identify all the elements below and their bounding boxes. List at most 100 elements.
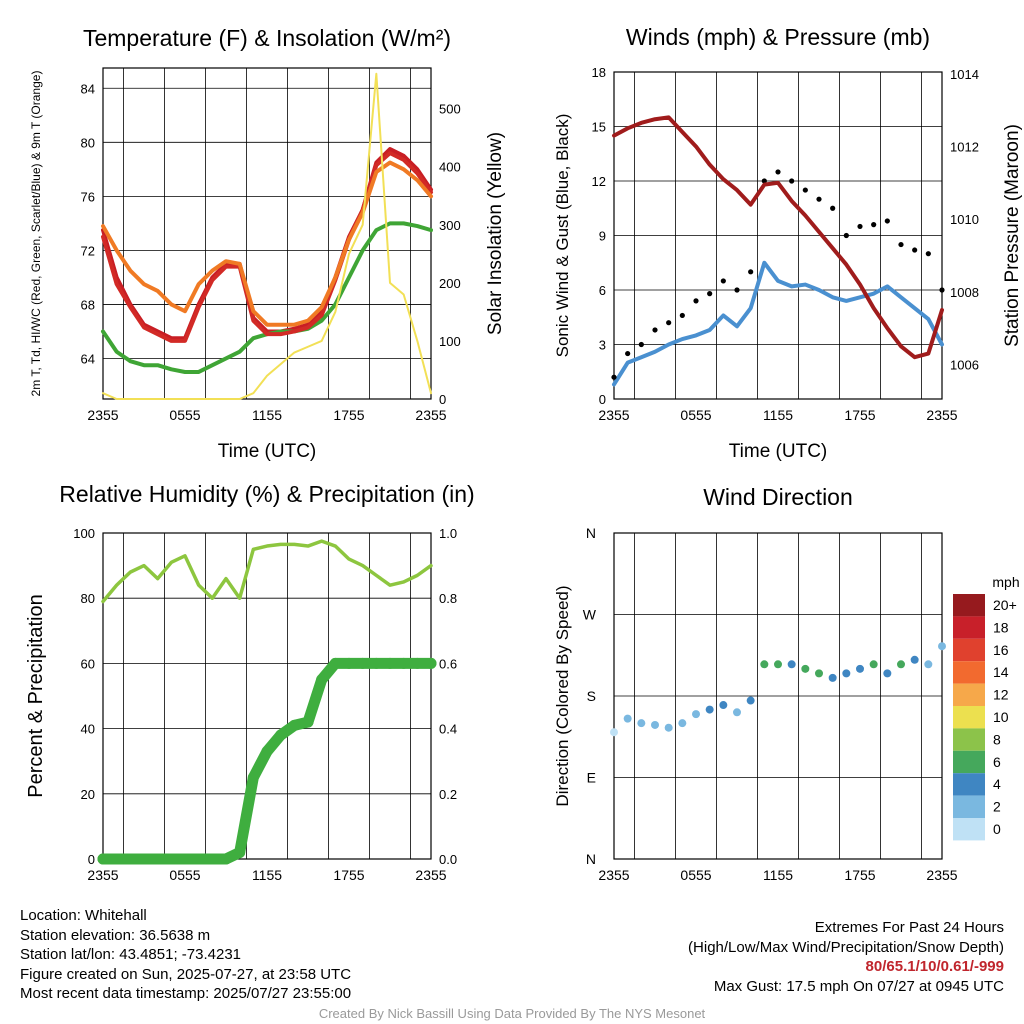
y-left-axis-label: Sonic Wind & Gust (Blue, Black)	[553, 114, 572, 358]
y-right-tick-label: 500	[439, 102, 461, 117]
x-tick-label: 1155	[252, 867, 282, 883]
recent-timestamp: Most recent data timestamp: 2025/07/27 2…	[20, 985, 352, 1002]
legend-label: 6	[993, 754, 1001, 770]
series-line-sonic-wind	[612, 260, 944, 387]
speed-legend: mph 20+ 18 16 14 12 10 8 6 4 2 0	[953, 574, 1020, 841]
legend-swatch	[953, 638, 985, 662]
y-right-tick-label: 1006	[950, 357, 979, 372]
series-point-gust	[775, 169, 781, 175]
chart-title: Winds (mph) & Pressure (mb)	[626, 24, 930, 50]
series-point-gust	[625, 350, 631, 357]
direction-point	[637, 719, 646, 728]
legend-label: 4	[993, 776, 1001, 792]
y-left-tick-label: 84	[81, 81, 95, 96]
y-left-tick-label: 9	[599, 229, 606, 244]
x-tick-label: 1155	[763, 407, 793, 423]
legend-swatch	[953, 594, 985, 617]
x-axis-label: Time (UTC)	[218, 441, 317, 462]
series-line-precipitation	[97, 657, 437, 865]
direction-point	[678, 719, 687, 728]
legend-label: 14	[993, 664, 1009, 680]
y-left-tick-label: 100	[73, 526, 95, 541]
y-right-tick-label: 300	[439, 218, 461, 233]
y-left-tick-label: 18	[592, 65, 606, 80]
legend-label: 18	[993, 619, 1009, 635]
legend-label: 16	[993, 642, 1009, 658]
chart-title: Wind Direction	[703, 484, 853, 510]
chart-title: Relative Humidity (%) & Precipitation (i…	[59, 481, 474, 507]
chart-title: Temperature (F) & Insolation (W/m²)	[83, 25, 451, 51]
y-left-tick-label: 12	[592, 174, 606, 189]
direction-point	[692, 710, 700, 719]
legend-label: 20+	[993, 597, 1017, 613]
series-point-gust	[802, 187, 808, 193]
series-point-gust	[830, 205, 836, 211]
y-right-tick-label: 1014	[950, 67, 979, 82]
legend-label: 10	[993, 709, 1009, 725]
y-right-axis-label: Station Pressure (Maroon)	[1002, 124, 1023, 347]
y-left-tick-label: 3	[599, 338, 606, 353]
series-point-gust	[816, 196, 822, 202]
legend-swatch	[953, 795, 985, 818]
series-point-gust	[652, 327, 658, 333]
x-tick-label: 0555	[169, 867, 200, 883]
direction-point	[842, 669, 851, 678]
legend-title: mph	[992, 574, 1019, 590]
y-tick-label: N	[586, 851, 596, 867]
direction-point	[897, 660, 905, 669]
y-left-tick-label: 64	[81, 351, 95, 366]
x-tick-label: 1755	[844, 867, 875, 883]
y-left-tick-label: 0	[599, 392, 606, 407]
series-point-gust	[720, 278, 726, 284]
y-right-tick-label: 0.4	[439, 722, 457, 737]
x-tick-label: 2355	[415, 407, 446, 423]
extremes-title: Extremes For Past 24 Hours	[814, 919, 1004, 936]
legend-swatch	[953, 661, 985, 684]
series-point-gust	[679, 312, 685, 319]
y-left-tick-label: 76	[81, 189, 95, 204]
extremes-info: Extremes For Past 24 Hours (High/Low/Max…	[688, 918, 1004, 996]
direction-point	[733, 708, 741, 717]
direction-point	[623, 714, 632, 723]
meteogram-figure: Temperature (F) & Insolation (W/m²)2355 0…	[25, 24, 1023, 900]
y-left-tick-label: 0	[88, 852, 95, 867]
y-left-axis-label: Direction (Colored By Speed)	[553, 585, 572, 806]
series-point-gust	[898, 241, 904, 248]
y-tick-label: N	[586, 525, 596, 541]
legend-swatch	[953, 750, 985, 774]
legend-label: 2	[993, 799, 1001, 815]
y-right-tick-label: 0	[439, 392, 446, 407]
y-right-tick-label: 0.0	[439, 852, 457, 867]
y-tick-label: W	[583, 607, 597, 623]
legend-label: 12	[993, 687, 1009, 703]
series-point-gust	[734, 287, 740, 293]
legend-swatch	[953, 683, 985, 706]
direction-point	[705, 705, 714, 714]
x-tick-label: 1155	[763, 867, 793, 883]
series-line-2m-t	[101, 147, 433, 341]
series-point-gust	[761, 178, 767, 184]
y-tick-label: S	[587, 688, 596, 704]
x-tick-label: 0555	[169, 407, 200, 423]
y-left-tick-label: 20	[81, 787, 95, 802]
series-point-gust	[925, 251, 931, 257]
chart-1: Temperature (F) & Insolation (W/m²)2355 0…	[29, 25, 506, 462]
legend-swatch	[953, 728, 985, 751]
series-point-gust	[939, 287, 945, 293]
series-line-dew-point-td	[101, 221, 433, 374]
plot-frame	[102, 532, 432, 860]
y-right-tick-label: 1008	[950, 285, 979, 300]
direction-point	[719, 701, 728, 710]
direction-point	[651, 720, 659, 729]
chart-2: Winds (mph) & Pressure (mb) 2355 0555 1155 1…	[553, 24, 1023, 462]
direction-point	[746, 696, 755, 705]
station-latlon: Station lat/lon: 43.4851; -73.4231	[20, 946, 242, 963]
direction-point	[760, 660, 769, 669]
x-tick-label: 2355	[926, 867, 957, 883]
series-point-gust	[748, 269, 754, 275]
station-elevation: Station elevation: 36.5638 m	[20, 926, 211, 944]
y-right-axis-label: Solar Insolation (Yellow)	[485, 132, 506, 335]
legend-label: 0	[993, 821, 1001, 837]
y-right-tick-label: 1.0	[439, 526, 457, 541]
direction-point	[787, 660, 796, 669]
